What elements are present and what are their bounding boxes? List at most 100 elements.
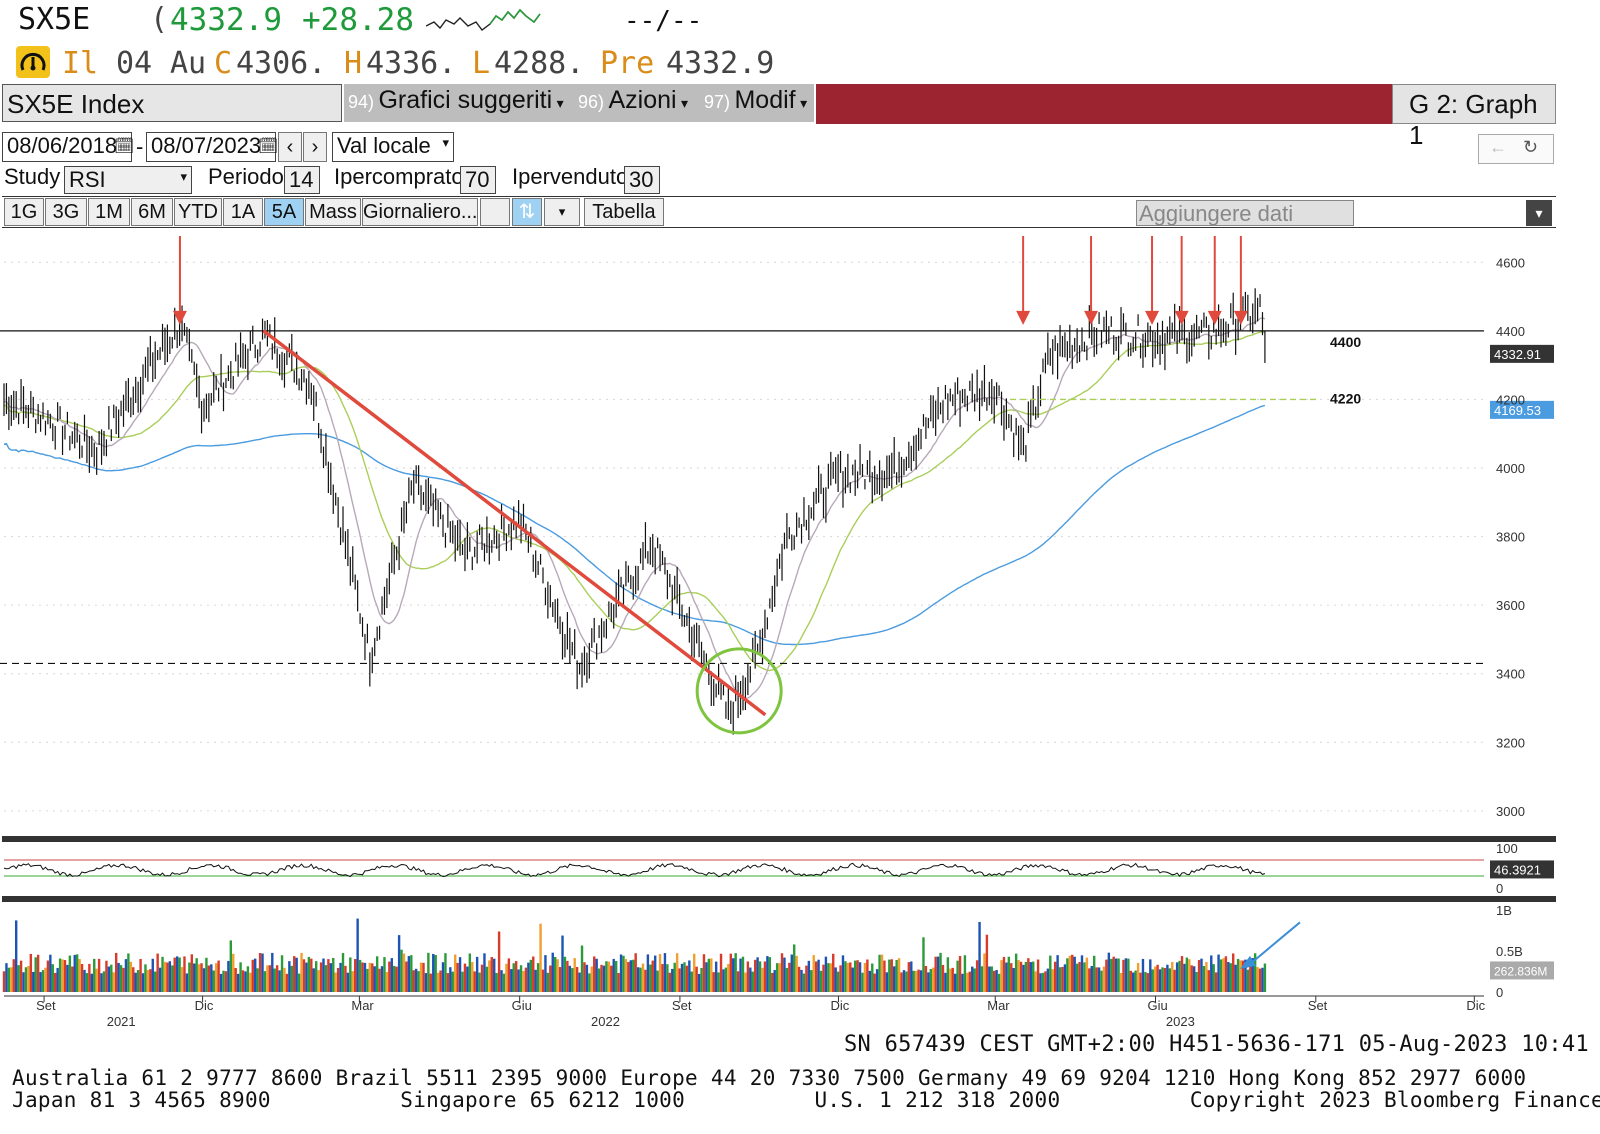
range-ytd-button[interactable]: YTD	[174, 198, 222, 226]
range-5y-button[interactable]: 5A	[264, 198, 304, 226]
volume-bar	[1166, 964, 1169, 992]
volume-bar	[124, 959, 128, 992]
volume-bar	[868, 970, 872, 992]
graph-selector[interactable]: G 2: Graph 1	[1392, 84, 1556, 150]
volume-bar	[171, 965, 174, 992]
next-period-button[interactable]: ›	[303, 132, 327, 162]
volume-bar	[263, 971, 267, 992]
rsi-panel: 0 100 46.3921	[3, 841, 1554, 896]
volume-bar	[41, 970, 45, 992]
volume-bar	[32, 971, 35, 992]
overbought-input[interactable]: 70	[460, 166, 496, 194]
refresh-icon[interactable]: ↻	[1523, 137, 1539, 157]
prev-period-button[interactable]: ‹	[278, 132, 302, 162]
volume-bar	[1210, 955, 1213, 992]
volume-bar	[997, 973, 1001, 992]
volume-bar	[319, 962, 323, 992]
volume-bar	[1239, 960, 1242, 992]
spacer-button[interactable]	[480, 198, 510, 226]
volume-bar	[163, 961, 167, 992]
calendar-icon[interactable]: 🗓	[258, 138, 279, 155]
speedometer-icon[interactable]	[16, 46, 50, 78]
resistance-label: 4400	[1330, 334, 1361, 350]
menu-edit[interactable]: 97) Modif ▾	[704, 86, 807, 115]
range-6m-button[interactable]: 6M	[131, 198, 173, 226]
oversold-input[interactable]: 30	[624, 166, 660, 194]
volume-bar	[1244, 959, 1247, 992]
volume-bar	[1107, 952, 1111, 992]
range-1m-button[interactable]: 1M	[88, 198, 130, 226]
table-button[interactable]: Tabella	[584, 198, 664, 226]
volume-bar	[697, 973, 701, 992]
panel-separator	[2, 896, 1556, 902]
volume-bar	[183, 956, 186, 992]
volume-bar	[1190, 965, 1193, 992]
volume-bar	[446, 973, 450, 992]
volume-bar	[397, 935, 401, 992]
volume-bar	[858, 962, 862, 992]
volume-bar	[929, 969, 932, 992]
volume-bar	[517, 969, 520, 992]
x-tick-label: Dic	[830, 998, 849, 1013]
volume-bar	[461, 971, 464, 992]
volume-bar	[734, 953, 737, 992]
volume-bar	[561, 935, 564, 992]
volume-bar	[1141, 958, 1145, 992]
volume-bar	[853, 960, 857, 992]
volume-bar	[685, 965, 689, 992]
calendar-icon[interactable]: 🗓	[114, 138, 135, 155]
menu-suggested-charts[interactable]: 94) Grafici suggeriti ▾	[348, 86, 564, 115]
currency-select[interactable]: Val locale ▾	[332, 132, 454, 162]
date-from-input[interactable]: 08/06/2018	[2, 132, 132, 162]
volume-bar	[380, 966, 384, 992]
volume-bar	[580, 945, 584, 992]
volume-bar	[793, 944, 796, 992]
range-1d-button[interactable]: 1G	[4, 198, 44, 226]
volume-bar	[1100, 970, 1103, 992]
volume-bar	[280, 955, 284, 992]
volume-bar	[1144, 972, 1147, 992]
volume-bar	[417, 971, 420, 992]
range-3d-button[interactable]: 3G	[45, 198, 87, 226]
chevron-down-icon[interactable]: ▾	[544, 198, 580, 226]
range-max-button[interactable]: Mass	[305, 198, 361, 226]
time-axis: Set Dic Mar Giu Set Dic Mar Giu Set Dic 2021 2022 20…	[4, 995, 1486, 1029]
back-arrow-icon[interactable]: ←	[1489, 137, 1507, 157]
volume-bar	[12, 959, 15, 992]
volume-bar	[1261, 967, 1264, 992]
volume-bar	[1241, 960, 1245, 992]
volume-bar	[636, 967, 640, 992]
volume-bar	[1127, 958, 1130, 992]
date-to-input[interactable]: 08/07/2023	[146, 132, 276, 162]
dropdown-menu-icon[interactable]: ▾	[1526, 200, 1552, 226]
volume-bar	[983, 953, 986, 992]
volume-bar	[419, 962, 423, 992]
volume-bar	[324, 965, 328, 992]
volume-bar	[39, 972, 42, 992]
volume-bar	[1158, 969, 1162, 992]
period-input[interactable]: 14	[284, 166, 320, 194]
security-field[interactable]: SX5E Index	[2, 84, 342, 122]
volume-bar	[168, 961, 172, 992]
volume-bar	[307, 956, 311, 992]
volume-bar	[207, 965, 211, 992]
volume-bar	[1017, 960, 1020, 992]
volume-bar	[254, 958, 257, 992]
range-1y-button[interactable]: 1A	[223, 198, 263, 226]
frequency-select[interactable]: Giornaliero...	[362, 198, 478, 226]
volume-bar	[483, 953, 486, 992]
volume-bar	[154, 971, 157, 992]
volume-bar	[388, 961, 391, 992]
study-select[interactable]: RSI ▾	[64, 166, 192, 194]
volume-bar	[919, 970, 923, 992]
volume-bar	[61, 959, 64, 992]
volume-bar	[258, 952, 262, 992]
menu-actions[interactable]: 96) Azioni ▾	[578, 86, 688, 115]
chart-type-icon[interactable]: ⇅	[512, 198, 542, 226]
volume-bar	[753, 959, 757, 992]
volume-bar	[1149, 959, 1152, 992]
open-value: 4306.	[236, 46, 327, 81]
price-bars	[3, 288, 1266, 735]
add-data-input[interactable]: Aggiungere dati	[1136, 200, 1354, 226]
volume-bar	[975, 960, 979, 992]
